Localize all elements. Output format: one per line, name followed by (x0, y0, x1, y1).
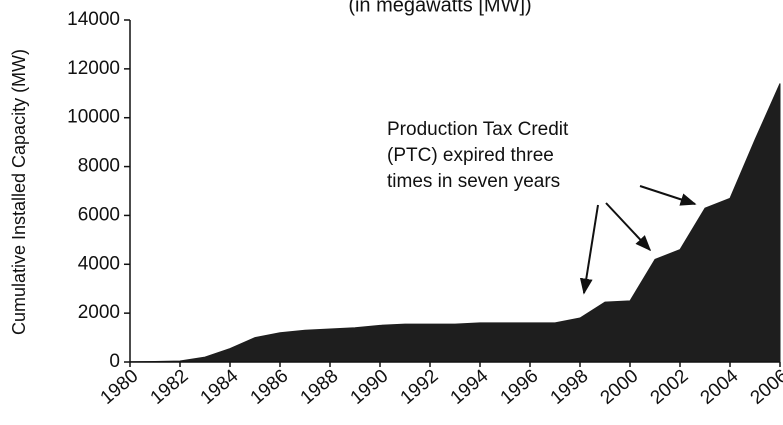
y-axis-label: Cumulative Installed Capacity (MW) (9, 49, 29, 335)
arrow (639, 185, 697, 206)
chart-subtitle: (in megawatts [MW]) (348, 0, 531, 16)
x-tick-label: 1988 (297, 366, 343, 409)
y-tick-label: 10000 (67, 107, 120, 128)
annotation-text: (PTC) expired three (387, 145, 554, 166)
y-tick-label: 12000 (67, 58, 120, 79)
x-tick-label: 1986 (247, 366, 293, 409)
y-tick-label: 14000 (67, 9, 120, 30)
area (129, 83, 781, 363)
x-tick-label: 1980 (97, 366, 143, 409)
x-tick-label: 1998 (547, 366, 593, 409)
annotation-text: times in seven years (387, 171, 560, 192)
x-tick-label: 1992 (397, 366, 443, 409)
x-tick-label: 2000 (597, 366, 643, 409)
y-tick-label: 4000 (78, 253, 120, 274)
x-tick-label: 1982 (147, 366, 193, 409)
x-tick-label: 1994 (447, 365, 493, 409)
arrow (579, 204, 599, 295)
x-tick-label: 1990 (347, 366, 393, 409)
x-tick-label: 2004 (697, 365, 743, 409)
x-tick-label: 1984 (197, 365, 243, 409)
y-tick-label: 6000 (78, 204, 120, 225)
annotation-arrows (579, 185, 697, 295)
y-tick-label: 0 (109, 351, 120, 372)
annotation-text: Production Tax Credit (387, 119, 569, 140)
x-tick-label: 1996 (497, 366, 543, 409)
x-tick-label: 2006 (747, 366, 783, 409)
arrow (605, 202, 652, 252)
x-tick-label: 2002 (647, 366, 693, 409)
y-tick-label: 2000 (78, 302, 120, 323)
y-tick-label: 8000 (78, 156, 120, 177)
